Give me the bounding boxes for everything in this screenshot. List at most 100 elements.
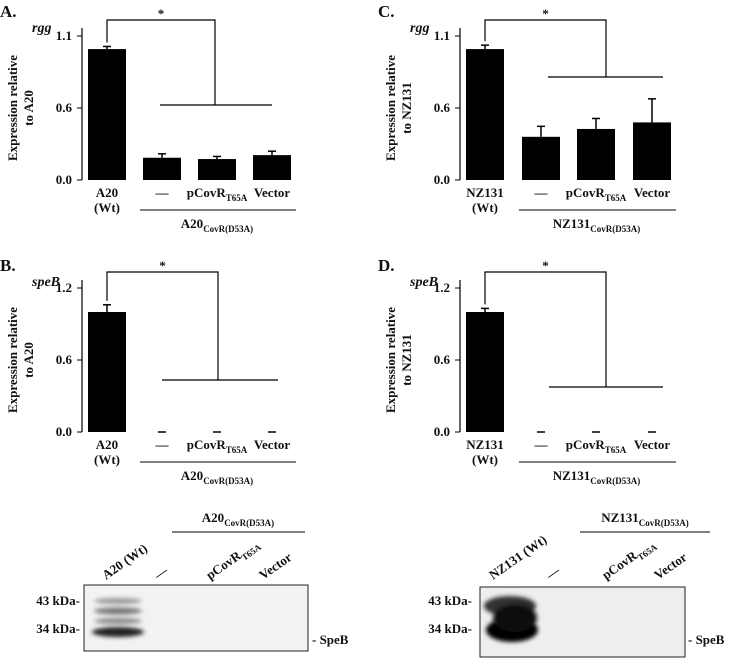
- panel-label: A.: [0, 2, 17, 21]
- blot-marker: 43 kDa-: [428, 593, 472, 608]
- gene-label: speB: [409, 275, 438, 290]
- x-tick-label-base: A20: [96, 437, 118, 452]
- y-tick-label: 0.0: [56, 424, 72, 439]
- x-tick-label-base: —: [534, 185, 549, 200]
- group-label: A20CovR(D53A): [181, 468, 253, 486]
- x-tick-label-base: pCovR: [187, 437, 227, 452]
- x-tick-label-base: Vector: [254, 437, 291, 452]
- group-label-subscript: CovR(D53A): [203, 476, 253, 486]
- y-tick-label: 0.0: [434, 172, 450, 187]
- blot-lane-label-base: Vector: [651, 549, 690, 582]
- blot-group-label-subscript: CovR(D53A): [639, 518, 689, 528]
- x-tick-label: —: [155, 185, 170, 200]
- gene-label: rgg: [32, 21, 51, 36]
- blot-lane-label-base: —: [542, 562, 563, 583]
- bar: [143, 157, 181, 180]
- y-axis-label: Expression relative: [383, 307, 398, 413]
- blot-band-label: - SpeB: [312, 632, 349, 647]
- panel-label: B.: [0, 256, 16, 275]
- x-tick-label-base: —: [534, 437, 549, 452]
- blot-membrane: [83, 584, 309, 652]
- y-axis-label: to NZ131: [399, 82, 414, 134]
- x-tick-label: —: [534, 185, 549, 200]
- x-tick-label-line2: (Wt): [94, 200, 120, 215]
- y-tick-label: 0.6: [434, 352, 451, 367]
- bar: [253, 155, 291, 180]
- significance-bracket: [106, 271, 278, 381]
- bar: [198, 159, 236, 180]
- y-axis-label: Expression relative: [383, 55, 398, 161]
- blot-lane-label-base: pCovR: [599, 547, 640, 582]
- x-tick-label: pCovRT65A: [187, 185, 248, 203]
- bar: [88, 49, 126, 180]
- x-tick-label-base: Vector: [634, 185, 671, 200]
- x-tick-label: Vector: [634, 185, 671, 200]
- x-tick-label: pCovRT65A: [566, 437, 627, 455]
- y-axis-label: to A20: [21, 342, 36, 378]
- y-tick-label: 1.2: [434, 280, 450, 295]
- blot-lane-label-base: Vector: [256, 549, 295, 582]
- significance-star: *: [542, 258, 549, 273]
- group-label-subscript: CovR(D53A): [203, 224, 253, 234]
- group-label: NZ131CovR(D53A): [553, 468, 641, 486]
- x-tick-label-line2: (Wt): [472, 200, 498, 215]
- x-tick-label-base: —: [155, 437, 170, 452]
- x-tick-label: NZ131: [466, 437, 504, 452]
- x-tick-label: Vector: [254, 185, 291, 200]
- x-tick-label-subscript: T65A: [605, 193, 627, 203]
- group-label-subscript: CovR(D53A): [590, 476, 640, 486]
- significance-bracket: [106, 19, 272, 106]
- x-tick-label: pCovRT65A: [187, 437, 248, 455]
- x-tick-label-base: pCovR: [187, 185, 227, 200]
- panel-label: D.: [378, 256, 395, 275]
- significance-star: *: [159, 258, 166, 273]
- y-tick-label: 1.1: [56, 28, 72, 43]
- bar: [88, 312, 126, 432]
- blot-lane-label-base: NZ131 (Wt): [486, 532, 549, 583]
- significance-bracket: [484, 19, 663, 78]
- x-tick-label-base: pCovR: [566, 437, 606, 452]
- blot-lane-label: Vector: [651, 549, 690, 582]
- x-tick-label-base: pCovR: [566, 185, 606, 200]
- x-tick-label-subscript: T65A: [226, 193, 248, 203]
- y-tick-label: 0.0: [56, 172, 72, 187]
- blot-lane-label-subscript: T65A: [636, 542, 660, 563]
- blot-lane-label-base: pCovR: [203, 547, 244, 582]
- group-label-base: A20: [181, 216, 203, 231]
- bar: [577, 128, 615, 180]
- x-tick-label-base: Vector: [254, 185, 291, 200]
- group-label-base: NZ131: [553, 216, 591, 231]
- blot-band-label: - SpeB: [688, 632, 725, 647]
- x-tick-label: —: [534, 437, 549, 452]
- significance-bracket: [484, 271, 663, 388]
- x-tick-label: A20: [96, 185, 118, 200]
- significance-star: *: [542, 6, 549, 21]
- blot-group-label: NZ131CovR(D53A): [601, 510, 689, 528]
- group-label-base: NZ131: [553, 468, 591, 483]
- group-label: A20CovR(D53A): [181, 216, 253, 234]
- group-label: NZ131CovR(D53A): [553, 216, 641, 234]
- significance-star: *: [158, 6, 165, 21]
- x-tick-label: A20: [96, 437, 118, 452]
- blot-group-label-base: A20: [202, 510, 224, 525]
- bar: [466, 312, 504, 432]
- x-tick-label: Vector: [254, 437, 291, 452]
- y-tick-label: 0.6: [56, 100, 73, 115]
- blot-lane-label: —: [150, 562, 171, 583]
- y-axis-label: to A20: [21, 90, 36, 126]
- bar: [522, 136, 560, 180]
- blot-bands: [484, 596, 538, 642]
- x-tick-label: NZ131: [466, 185, 504, 200]
- x-tick-label-subscript: T65A: [605, 445, 627, 455]
- x-tick-label-base: NZ131: [466, 185, 504, 200]
- x-tick-label-base: NZ131: [466, 437, 504, 452]
- x-tick-label-base: —: [155, 185, 170, 200]
- y-axis-label: to NZ131: [399, 334, 414, 386]
- y-tick-label: 0.6: [56, 352, 73, 367]
- blot-marker: 43 kDa-: [36, 593, 80, 608]
- y-axis-label: Expression relative: [5, 307, 20, 413]
- y-axis-label: Expression relative: [5, 55, 20, 161]
- panel-label: C.: [378, 2, 395, 21]
- blot-group-label-subscript: CovR(D53A): [224, 518, 274, 528]
